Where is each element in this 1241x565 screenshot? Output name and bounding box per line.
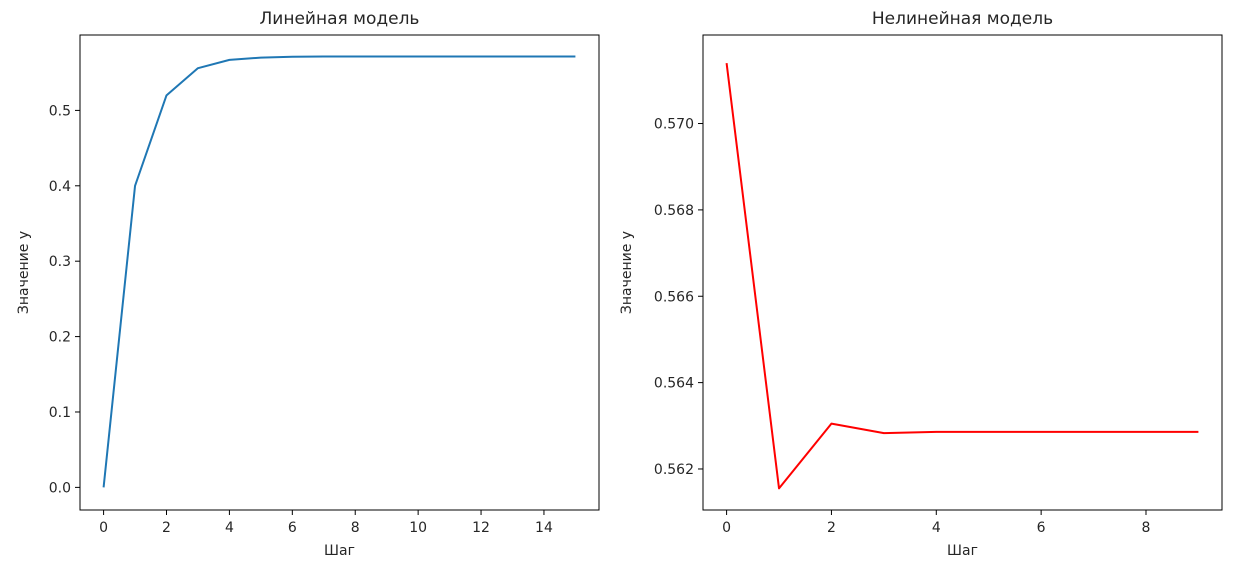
x-axis-label: Шаг <box>947 543 978 559</box>
x-tick-label: 6 <box>1037 520 1046 536</box>
y-tick-label: 0.568 <box>654 203 694 219</box>
x-tick-label: 12 <box>472 520 490 536</box>
chart-title: Нелинейная модель <box>872 9 1053 29</box>
chart-linear-model: 0 2 4 6 8 10 12 14 0.0 0.1 0.2 0.3 0.4 0.5 Линейная мо… <box>16 9 600 559</box>
y-tick-label: 0.566 <box>654 289 694 305</box>
y-axis-label: Значение y <box>619 231 635 314</box>
x-tick-label: 6 <box>288 520 297 536</box>
chart-title: Линейная модель <box>260 9 420 29</box>
axes-frame <box>79 34 600 511</box>
x-tick-label: 4 <box>225 520 234 536</box>
y-axis-label: Значение y <box>16 231 32 314</box>
x-tick-label: 4 <box>932 520 941 536</box>
x-tick-label: 2 <box>162 520 171 536</box>
y-tick-label: 0.0 <box>49 480 71 496</box>
x-tick-label: 0 <box>722 520 731 536</box>
y-tick-label: 0.570 <box>654 117 694 133</box>
x-tick-label: 10 <box>409 520 427 536</box>
y-tick-label: 0.564 <box>654 376 694 392</box>
y-tick-label: 0.1 <box>49 405 71 421</box>
x-axis-label: Шаг <box>324 543 355 559</box>
series-line <box>102 55 576 488</box>
y-tick-label: 0.5 <box>49 103 71 119</box>
x-tick-label: 0 <box>99 520 108 536</box>
y-tick-label: 0.562 <box>654 462 694 478</box>
axes-frame <box>702 34 1223 511</box>
x-tick-label: 8 <box>351 520 360 536</box>
x-tick-label: 8 <box>1142 520 1151 536</box>
x-tick-label: 14 <box>535 520 553 536</box>
y-tick-label: 0.3 <box>49 254 71 270</box>
chart-nonlinear-model: 0 2 4 6 8 0.562 0.564 0.566 0.568 0.570 Нелинейная… <box>619 9 1223 559</box>
y-tick-label: 0.4 <box>49 179 71 195</box>
y-tick-label: 0.2 <box>49 330 71 346</box>
series-line <box>725 62 1199 490</box>
x-tick-label: 2 <box>827 520 836 536</box>
